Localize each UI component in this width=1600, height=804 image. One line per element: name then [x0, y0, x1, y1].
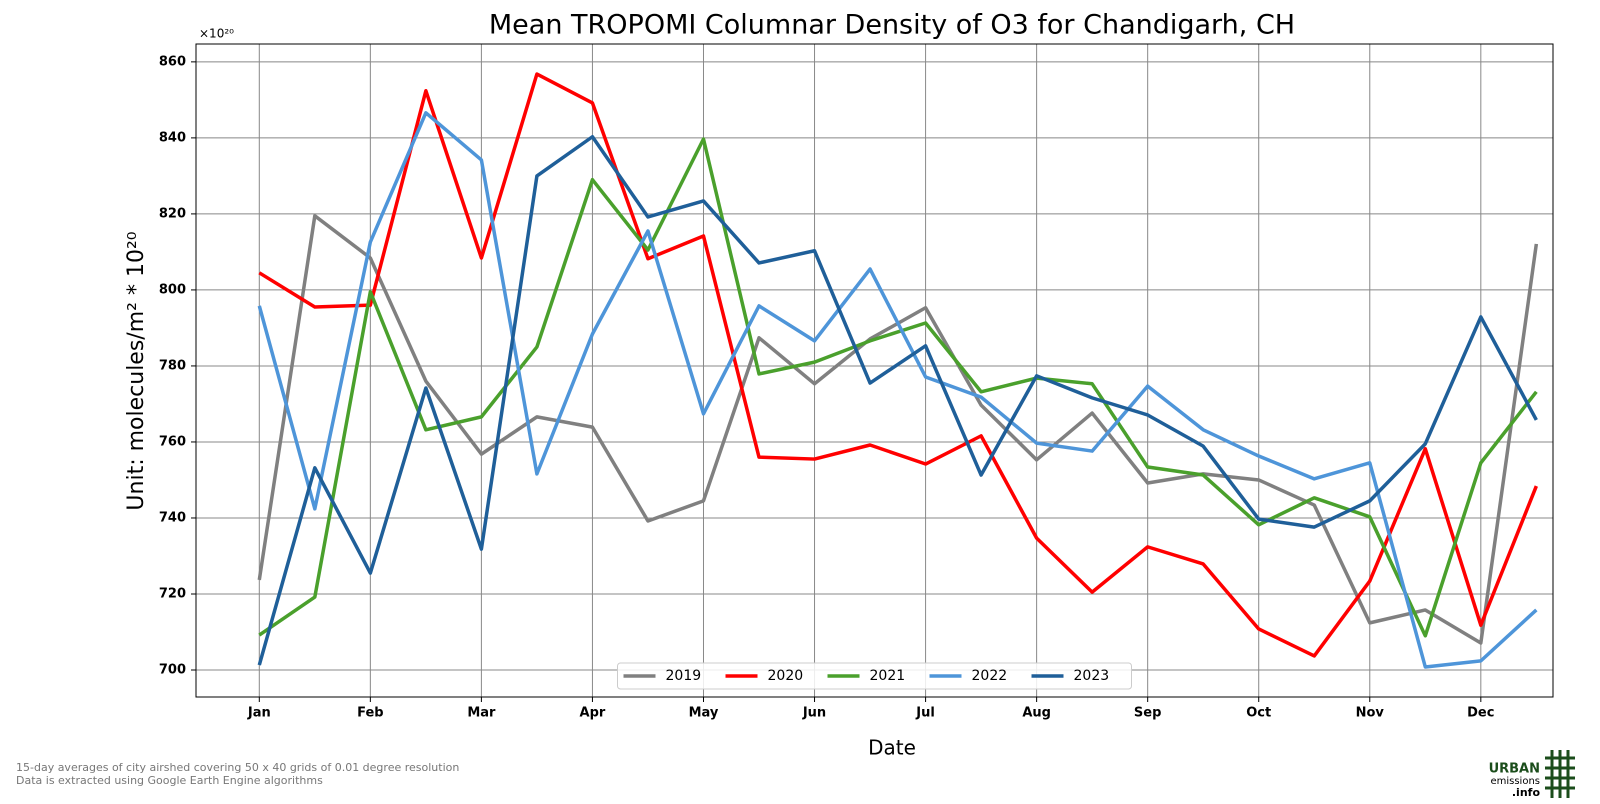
y-offset-label: ×10²⁰: [199, 27, 234, 41]
x-tick-label: May: [689, 706, 719, 721]
logo-text: URBAN: [1489, 762, 1540, 777]
y-tick-label: 700: [159, 663, 186, 678]
logo-text: emissions: [1490, 776, 1540, 787]
x-tick-label: Dec: [1467, 706, 1494, 721]
x-tick-label: Nov: [1356, 706, 1385, 721]
legend-label: 2020: [768, 668, 804, 684]
chart-title: Mean TROPOMI Columnar Density of O3 for …: [489, 10, 1295, 41]
series-line: [257, 134, 1538, 666]
y-tick-label: 740: [159, 510, 186, 525]
footer-note: Data is extracted using Google Earth Eng…: [16, 774, 323, 787]
legend-label: 2023: [1074, 668, 1110, 684]
x-tick-label: Sep: [1134, 706, 1162, 721]
plot-frame: [195, 43, 1554, 698]
x-tick-label: Aug: [1022, 706, 1051, 721]
series-line: [258, 72, 1538, 658]
series-line: [257, 111, 1538, 669]
x-tick-label: Oct: [1246, 706, 1271, 721]
y-tick-label: 720: [159, 586, 186, 601]
y-tick-label: 840: [159, 130, 186, 145]
x-tick-label: Feb: [357, 706, 383, 721]
footer-note: 15-day averages of city airshed covering…: [16, 761, 459, 774]
x-tick-label: Jul: [915, 706, 935, 721]
x-axis-label: Date: [868, 736, 916, 760]
y-tick-label: 820: [159, 206, 186, 221]
series-line: [257, 214, 1539, 645]
y-tick-label: 860: [159, 54, 186, 69]
legend-box: [617, 662, 1132, 690]
logo: URBAN emissions .info: [1489, 750, 1575, 799]
y-tick-label: 780: [159, 358, 186, 373]
legend-label: 2019: [666, 668, 702, 684]
y-tick-label: 800: [159, 282, 186, 297]
x-tick-label: Jun: [802, 706, 826, 721]
y-axis-label: Unit: molecules/m² * 10²⁰: [124, 231, 149, 510]
logo-grid: [1545, 750, 1575, 798]
x-tick-label: Mar: [467, 706, 496, 721]
legend-label: 2022: [972, 668, 1008, 684]
x-tick-label: Apr: [580, 706, 606, 721]
series-line: [258, 137, 1538, 638]
legend-label: 2021: [870, 668, 906, 684]
logo-text: .info: [1512, 786, 1541, 799]
y-tick-label: 760: [159, 434, 186, 449]
x-tick-label: Jan: [247, 706, 271, 721]
